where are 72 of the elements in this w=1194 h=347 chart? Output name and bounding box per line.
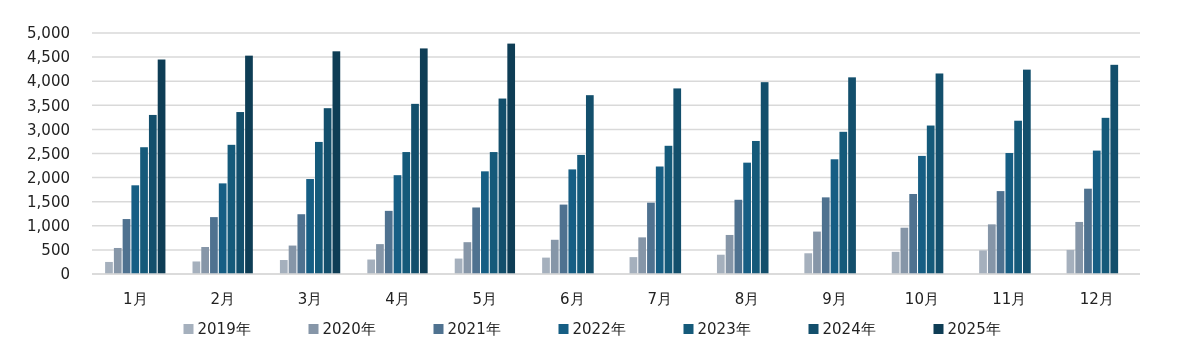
y-tick-label: 1,000 [27,217,70,236]
bar [332,51,341,274]
legend-label: 2019年 [197,320,251,338]
bar [507,43,516,274]
legend-label: 2022年 [572,320,626,338]
x-tick-label: 10月 [904,290,939,308]
x-tick-label: 5月 [472,290,498,308]
x-tick-label: 6月 [560,290,585,308]
bar [498,98,507,274]
bar [996,191,1005,274]
bar [384,210,393,274]
bar [935,73,944,274]
bar [585,95,594,274]
bar [638,237,647,274]
bar [1110,64,1119,274]
bar [542,257,550,274]
bar [1084,188,1092,274]
bar [472,207,480,274]
bar [821,197,830,274]
x-tick-label: 8月 [734,290,760,308]
bar [647,202,655,274]
bar [367,259,376,274]
bar [979,250,987,274]
bar [813,231,821,274]
bar [1075,221,1084,274]
bar [1023,69,1031,274]
bar [987,224,996,274]
y-tick-label: 2,500 [27,144,70,163]
x-tick-label: 11月 [992,290,1027,308]
bar [734,199,743,274]
x-tick-label: 2月 [210,290,235,308]
y-tick-label: 5,000 [27,24,70,43]
bar [804,253,813,274]
bar [157,59,166,274]
bar [148,114,157,274]
y-tick-label: 4,500 [27,48,70,67]
bar [909,193,918,274]
legend-label: 2021年 [447,320,501,338]
bar [210,217,218,274]
bar [279,260,288,274]
y-tick-label: 4,000 [27,72,70,91]
y-tick-label: 2,000 [27,168,70,187]
x-tick-label: 1月 [122,290,148,308]
bar [105,261,113,274]
x-tick-label: 4月 [385,290,410,308]
bar [376,244,384,274]
bar [411,103,419,274]
bar [550,239,559,274]
y-tick-label: 3,000 [27,120,70,139]
legend-label: 2023年 [697,320,751,338]
bar [848,77,856,274]
bar [245,55,253,274]
bar [236,112,245,274]
bar [297,214,306,274]
y-tick-label: 1,500 [27,192,70,211]
x-tick-label: 7月 [647,290,672,308]
y-tick-label: 500 [41,241,70,260]
bar [323,108,332,274]
bar [716,254,725,274]
bar [201,247,209,274]
y-tick-label: 3,500 [27,96,70,115]
legend-label: 2020年 [322,320,376,338]
x-tick-label: 3月 [297,290,323,308]
y-tick-label: 0 [60,265,70,284]
legend-label: 2025年 [947,320,1001,338]
bar [419,48,428,274]
x-tick-label: 12月 [1079,290,1114,308]
bar [113,247,122,274]
bar [760,82,769,274]
bar [673,88,682,274]
legend-label: 2024年 [822,320,876,338]
x-tick-label: 9月 [822,290,847,308]
